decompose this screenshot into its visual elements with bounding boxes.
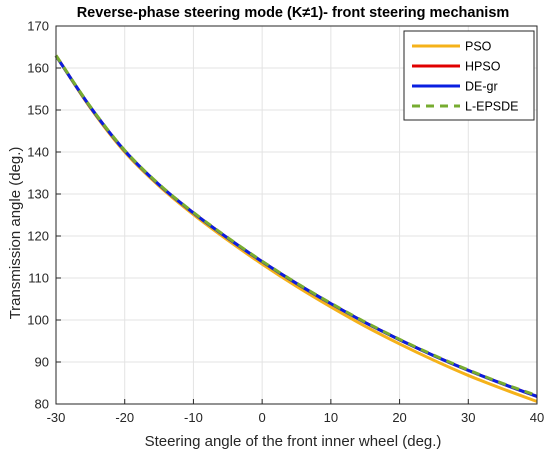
x-tick-label: -30 (47, 410, 66, 425)
x-axis-label: Steering angle of the front inner wheel … (145, 433, 442, 450)
series-line-l-epsde (54, 54, 538, 398)
y-tick-label: 100 (27, 313, 49, 328)
legend-label-pso: PSO (465, 40, 492, 54)
x-tick-label: 10 (324, 410, 338, 425)
legend: PSO HPSO DE-gr L-EPSDE (403, 30, 535, 121)
y-tick-label: 80 (35, 397, 49, 412)
chart-title: Reverse-phase steering mode (K≠1)- front… (77, 5, 510, 21)
x-tick-label: 0 (259, 410, 266, 425)
tick-labels: -30 -20 -10 0 10 20 30 40 80 90 100 110 120 130 140 150… (27, 19, 544, 426)
x-tick-label: -10 (184, 410, 203, 425)
x-tick-label: 20 (392, 410, 406, 425)
y-tick-label: 110 (28, 271, 49, 286)
y-tick-label: 170 (27, 19, 49, 34)
y-tick-label: 130 (27, 187, 49, 202)
x-tick-label: -20 (115, 410, 134, 425)
x-tick-label: 30 (461, 410, 475, 425)
y-tick-label: 90 (35, 355, 49, 370)
x-tick-label: 40 (530, 410, 544, 425)
legend-label-l-epsde: L-EPSDE (465, 100, 519, 114)
axes-frame (55, 25, 538, 405)
legend-label-hpso: HPSO (465, 60, 501, 74)
y-tick-label: 120 (27, 229, 49, 244)
y-axis-label: Transmission angle (deg.) (7, 147, 24, 320)
y-tick-label: 140 (27, 145, 49, 160)
legend-label-de-gr: DE-gr (465, 80, 498, 94)
y-tick-label: 150 (27, 103, 49, 118)
y-tick-label: 160 (27, 61, 49, 76)
series-lines (54, 54, 538, 403)
